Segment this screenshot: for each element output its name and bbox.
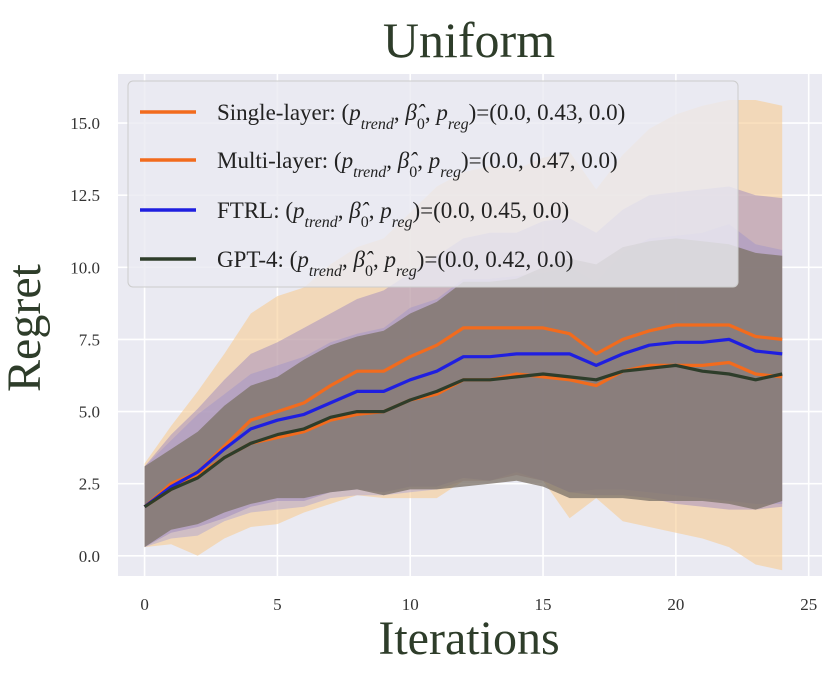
legend-entry-ftrl: FTRL: (ptrend, β̂0, preg)=(0.0, 0.45, 0.… — [217, 198, 569, 231]
y-tick-label: 2.5 — [79, 475, 100, 494]
x-tick-label: 10 — [402, 595, 419, 614]
legend: Single-layer: (ptrend, β̂0, preg)=(0.0, … — [127, 80, 739, 288]
y-tick-label: 10.0 — [70, 258, 100, 277]
y-axis-label: Regret — [0, 263, 51, 392]
legend-box — [127, 80, 739, 288]
legend-entry-single-layer: Single-layer: (ptrend, β̂0, preg)=(0.0, … — [217, 100, 625, 133]
legend-entry-gpt-4: GPT-4: (ptrend, β̂0, preg)=(0.0, 0.42, 0… — [217, 247, 573, 280]
x-tick-label: 25 — [800, 595, 817, 614]
x-tick-label: 15 — [535, 595, 552, 614]
y-tick-label: 15.0 — [70, 114, 100, 133]
x-axis-label: Iterations — [378, 612, 559, 665]
legend-entry-multi-layer: Multi-layer: (ptrend, β̂0, preg)=(0.0, 0… — [217, 148, 618, 181]
x-tick-label: 20 — [667, 595, 684, 614]
y-tick-label: 5.0 — [79, 403, 100, 422]
line-gpt-4 — [143, 363, 783, 509]
series-lines — [143, 323, 783, 509]
y-tick-label: 0.0 — [79, 547, 100, 566]
x-tick-label: 5 — [273, 595, 282, 614]
y-tick-label: 7.5 — [79, 330, 100, 349]
x-tick-label: 0 — [140, 595, 149, 614]
chart-title: Uniform — [383, 12, 555, 68]
x-tick-labels: 0 5 10 15 20 25 — [140, 595, 817, 614]
band-gpt-4 — [144, 238, 783, 548]
y-tick-labels: 0.0 2.5 5.0 7.5 10.0 12.5 15.0 — [70, 114, 100, 566]
line-single-layer — [143, 323, 783, 509]
y-tick-label: 12.5 — [70, 186, 100, 205]
line-ftrl — [143, 337, 783, 509]
